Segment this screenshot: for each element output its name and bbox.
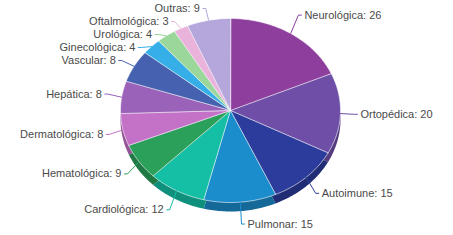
svg-text:Ginecológica: 4: Ginecológica: 4 — [60, 41, 136, 53]
svg-text:Autoimune: 15: Autoimune: 15 — [322, 187, 393, 199]
svg-text:Outras: 9: Outras: 9 — [155, 2, 200, 14]
svg-text:Ortopédica: 20: Ortopédica: 20 — [360, 108, 432, 120]
svg-text:Oftalmológica: 3: Oftalmológica: 3 — [89, 15, 168, 27]
svg-text:Dermatológica: 8: Dermatológica: 8 — [20, 128, 103, 140]
svg-text:Urológica: 4: Urológica: 4 — [93, 28, 152, 40]
svg-text:Hepática: 8: Hepática: 8 — [46, 88, 102, 100]
svg-text:Hematológica: 9: Hematológica: 9 — [42, 167, 122, 179]
svg-text:Neurológica: 26: Neurológica: 26 — [304, 9, 381, 21]
svg-text:Pulmonar: 15: Pulmonar: 15 — [248, 218, 313, 230]
svg-text:Cardiológica: 12: Cardiológica: 12 — [84, 203, 164, 215]
svg-text:Vascular: 8: Vascular: 8 — [62, 54, 116, 66]
